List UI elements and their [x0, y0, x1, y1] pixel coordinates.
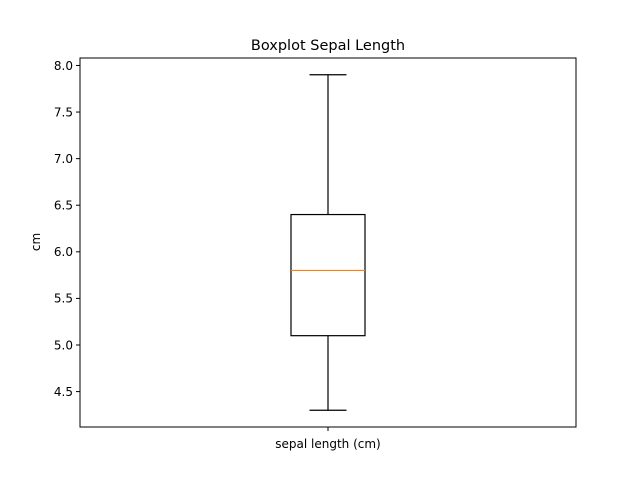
x-axis: sepal length (cm)	[275, 427, 381, 451]
y-tick-label: 4.5	[54, 385, 73, 399]
y-tick-label: 8.0	[54, 59, 73, 73]
chart-title: Boxplot Sepal Length	[251, 38, 405, 54]
y-tick-label: 7.5	[54, 105, 73, 119]
y-tick-label: 5.5	[54, 292, 73, 306]
y-axis: 4.5 5.0 5.5 6.0 6.5 7.0 7.5 8.0	[54, 59, 80, 399]
box-series	[290, 74, 366, 411]
interquartile-box	[290, 213, 366, 337]
y-tick-label: 6.5	[54, 199, 73, 213]
x-tick-label: sepal length (cm)	[275, 437, 380, 451]
y-tick-label: 5.0	[54, 338, 73, 352]
y-tick-label: 6.0	[54, 245, 73, 259]
y-tick-label: 7.0	[54, 152, 73, 166]
y-axis-label: cm	[29, 233, 43, 251]
